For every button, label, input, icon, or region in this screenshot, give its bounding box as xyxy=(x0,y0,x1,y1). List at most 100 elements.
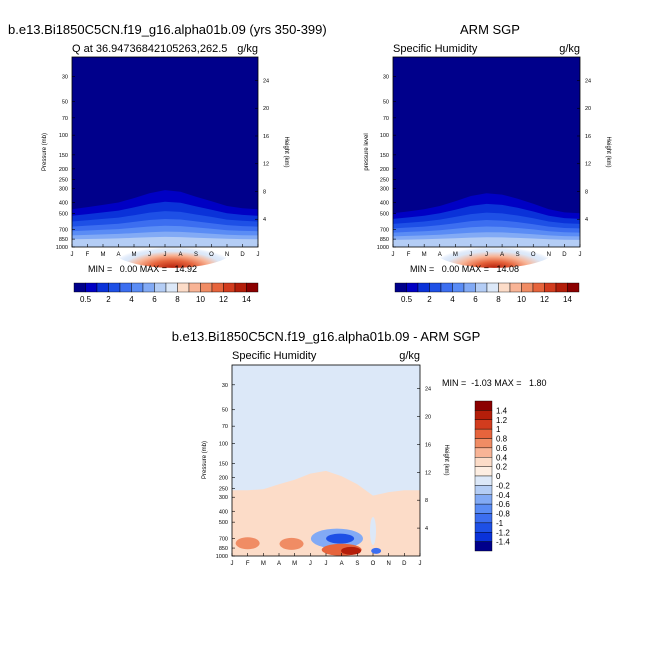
panel-1-ylabel-left: Pressure (mb) xyxy=(42,133,48,171)
y-tick-label-height: 8 xyxy=(425,498,428,504)
colorbar-box xyxy=(406,282,419,293)
panel-1-units: g/kg xyxy=(237,43,258,55)
y-tick-label-height: 20 xyxy=(263,106,269,112)
difference-pos-blob xyxy=(279,537,304,550)
y-tick-label-pressure: 100 xyxy=(59,133,68,139)
y-tick-label-height: 4 xyxy=(425,526,428,532)
panel-3-subtitle: Specific Humidity xyxy=(232,350,317,362)
y-tick-label-pressure: 250 xyxy=(59,178,68,184)
colorbar-label: 0.8 xyxy=(496,435,508,444)
y-tick-label-pressure: 500 xyxy=(59,211,68,217)
y-tick-label-pressure: 850 xyxy=(59,237,68,243)
panel-2-subtitle: Specific Humidity xyxy=(393,43,478,55)
colorbar-box xyxy=(188,282,201,293)
difference-neg-core xyxy=(326,533,355,544)
colorbar-label: 1.2 xyxy=(496,416,508,425)
y-tick-label-height: 8 xyxy=(585,189,588,195)
x-tick-label: D xyxy=(240,252,245,258)
colorbar-label: -1.2 xyxy=(496,528,510,537)
difference-pos-blob xyxy=(235,537,260,550)
difference-neg-strip xyxy=(370,517,376,546)
colorbar-label: 6 xyxy=(152,295,157,304)
colorbar-box xyxy=(211,282,224,293)
x-tick-label: S xyxy=(516,252,520,258)
colorbar-box xyxy=(234,282,247,293)
colorbar-label: 2 xyxy=(427,295,432,304)
y-tick-label-pressure: 150 xyxy=(219,461,228,467)
colorbar-box xyxy=(119,282,132,293)
x-tick-label: D xyxy=(562,252,567,258)
x-tick-label: J xyxy=(325,561,328,567)
panel-3-ylabel-right: Height (km) xyxy=(443,444,449,475)
colorbar-box xyxy=(417,282,430,293)
colorbar-label: 0.6 xyxy=(496,444,508,453)
y-tick-label-height: 20 xyxy=(585,106,591,112)
colorbar-label: 12 xyxy=(540,295,549,304)
y-tick-label-pressure: 30 xyxy=(62,75,68,81)
x-tick-label: A xyxy=(438,252,442,258)
colorbar-label: 2 xyxy=(106,295,111,304)
colorbar-label: -0.8 xyxy=(496,510,510,519)
colorbar-box xyxy=(96,282,109,293)
panel-1-axes: J F M A M J J A S O N D J 30 50 70 100 150 200 250 300 400 500… xyxy=(56,75,269,258)
colorbar-box xyxy=(474,532,493,542)
x-tick-label: J xyxy=(148,252,151,258)
panel-2-colorbar: 0.5 2 4 6 8 10 12 14 xyxy=(394,282,580,304)
panel-1-subtitle: Q at 36.94736842105263,262.5 xyxy=(72,43,227,55)
colorbar-label: 0 xyxy=(496,472,501,481)
x-tick-label: F xyxy=(407,252,411,258)
panel-2-stats: MIN = 0.00 MAX = 14.08 xyxy=(410,264,519,274)
x-tick-label: M xyxy=(132,252,137,258)
colorbar-box xyxy=(165,282,178,293)
colorbar-box xyxy=(223,282,236,293)
difference-neg-blob xyxy=(371,547,382,554)
colorbar-box xyxy=(142,282,155,293)
colorbar-box xyxy=(509,282,522,293)
y-tick-label-pressure: 150 xyxy=(380,153,389,159)
x-tick-label: A xyxy=(178,252,182,258)
colorbar-box xyxy=(246,282,259,293)
y-tick-label-pressure: 850 xyxy=(219,546,228,552)
colorbar-label: -1.4 xyxy=(496,538,510,547)
y-tick-label-height: 12 xyxy=(425,470,431,476)
x-tick-label: J xyxy=(164,252,167,258)
y-tick-label-pressure: 500 xyxy=(380,211,389,217)
panel-2: ARM SGP Specific Humidity g/kg J F M A M J J A S… xyxy=(364,22,611,304)
colorbar-box xyxy=(131,282,144,293)
colorbar-label: 6 xyxy=(473,295,478,304)
x-tick-label: J xyxy=(231,561,234,567)
x-tick-label: S xyxy=(194,252,198,258)
panel-3-stats: MIN = -1.03 MAX = 1.80 xyxy=(442,378,547,388)
colorbar-box xyxy=(474,428,493,439)
y-tick-label-pressure: 700 xyxy=(219,537,228,543)
x-tick-label: F xyxy=(86,252,90,258)
y-tick-label-pressure: 150 xyxy=(59,153,68,159)
y-tick-label-pressure: 250 xyxy=(380,178,389,184)
y-tick-label-pressure: 400 xyxy=(59,200,68,206)
y-tick-label-pressure: 300 xyxy=(219,495,228,501)
panel-2-units: g/kg xyxy=(559,43,580,55)
x-tick-label: D xyxy=(402,561,407,567)
colorbar-box xyxy=(474,410,493,420)
colorbar-box xyxy=(429,282,442,293)
y-tick-label-pressure: 850 xyxy=(380,237,389,243)
y-tick-label-height: 24 xyxy=(425,387,431,393)
panel-1-plot-area xyxy=(72,57,258,268)
colorbar-box xyxy=(521,282,534,293)
y-tick-label-height: 8 xyxy=(263,189,266,195)
colorbar-label: 14 xyxy=(563,295,572,304)
x-tick-label: N xyxy=(386,561,390,567)
colorbar-label: 0.5 xyxy=(401,295,413,304)
colorbar-box xyxy=(154,282,167,293)
colorbar-label: 4 xyxy=(450,295,455,304)
y-tick-label-pressure: 500 xyxy=(219,520,228,526)
panel-1-colorbar: 0.5 2 4 6 8 10 12 14 xyxy=(73,282,259,304)
y-tick-label-pressure: 1000 xyxy=(377,245,389,251)
colorbar-box xyxy=(555,282,568,293)
panel-3: b.e13.Bi1850C5CN.f19_g16.alpha01b.09 - A… xyxy=(172,329,547,567)
y-tick-label-pressure: 50 xyxy=(383,100,389,106)
y-tick-label-height: 16 xyxy=(585,134,591,140)
panel-3-colorbar: 1.41.210.80.60.40.20-0.2-0.4-0.6-0.8-1-1… xyxy=(474,400,510,552)
colorbar-box xyxy=(532,282,545,293)
